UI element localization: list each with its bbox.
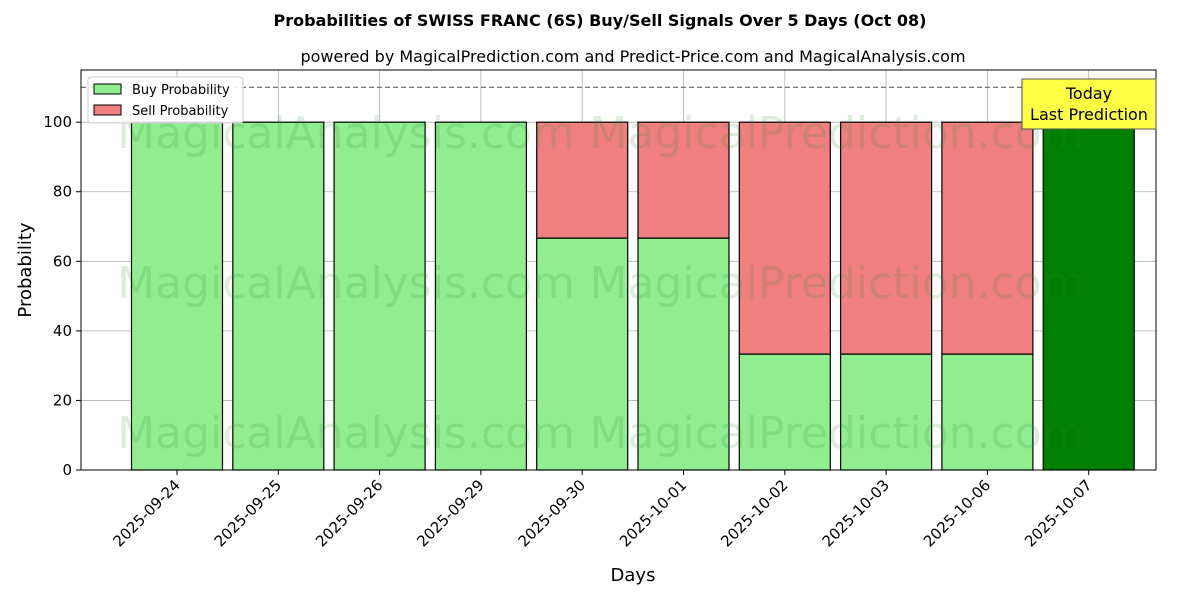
plot-frame: [80, 69, 1157, 471]
x-tick-label: 2025-09-30: [515, 476, 589, 550]
bars: [130, 121, 1135, 471]
x-tick-label: 2025-09-24: [109, 476, 183, 550]
y-tick-label: 0: [62, 461, 72, 479]
watermark-text: MagicalAnalysis.com: [117, 258, 575, 309]
annotation-text: Last Prediction: [1030, 105, 1148, 124]
bar-sell-2025-10-03: [839, 121, 933, 355]
annotation-text: Today: [1065, 84, 1112, 103]
y-tick-label: 40: [53, 322, 72, 340]
bar-buy-2025-09-30: [536, 237, 629, 471]
legend-box: [87, 76, 244, 124]
legend-label: Sell Probability: [132, 104, 229, 119]
x-tick-label: 2025-09-29: [413, 476, 487, 550]
y-tick-label: 100: [43, 113, 72, 131]
watermark-text: MagicalAnalysis.com: [117, 408, 575, 459]
x-tick-label: 2025-10-03: [819, 476, 893, 550]
bar-sell-2025-10-02: [738, 121, 831, 355]
legend-label: Buy Probability: [132, 83, 230, 98]
bar-buy-2025-09-24: [130, 121, 224, 471]
y-axis-label: Probability: [15, 222, 36, 317]
x-tick-label: 2025-10-06: [920, 476, 994, 550]
x-tick-label: 2025-10-07: [1021, 476, 1095, 550]
y-tick-label: 80: [53, 183, 72, 201]
bar-buy-2025-10-07: [1042, 121, 1135, 471]
today-annotation: Today Last Prediction: [1021, 78, 1157, 130]
x-axis-label: Days: [611, 565, 656, 586]
bar-buy-2025-10-02: [738, 353, 831, 471]
watermark-text: MagicalPrediction.com: [590, 108, 1085, 159]
legend-swatch: [93, 104, 122, 116]
x-tick-label: 2025-09-25: [211, 476, 285, 550]
bar-sell-2025-10-06: [941, 121, 1034, 355]
y-tick-label: 20: [53, 391, 72, 409]
bar-buy-2025-10-06: [941, 353, 1034, 471]
bar-sell-2025-10-01: [637, 121, 730, 239]
x-tick-label: 2025-10-02: [717, 476, 791, 550]
chart-title: Probabilities of SWISS FRANC (6S) Buy/Se…: [274, 11, 927, 30]
bar-buy-2025-10-03: [839, 353, 933, 471]
x-tick-label: 2025-10-01: [616, 476, 690, 550]
legend-swatch: [93, 83, 122, 95]
y-tick-label: 60: [53, 252, 72, 270]
legend: Buy Probability Sell Probability: [87, 76, 244, 124]
watermark-text: MagicalPrediction.com: [590, 258, 1085, 309]
watermark-text: MagicalPrediction.com: [590, 408, 1085, 459]
watermarks: MagicalAnalysis.com MagicalPrediction.com…: [117, 108, 1084, 459]
annotation-box: [1021, 78, 1157, 130]
bar-sell-2025-09-30: [536, 121, 629, 239]
bar-buy-2025-10-01: [637, 237, 730, 471]
bar-buy-2025-09-29: [434, 121, 527, 471]
chart-subtitle: powered by MagicalPrediction.com and Pre…: [300, 47, 965, 66]
x-tick-label: 2025-09-26: [312, 476, 386, 550]
